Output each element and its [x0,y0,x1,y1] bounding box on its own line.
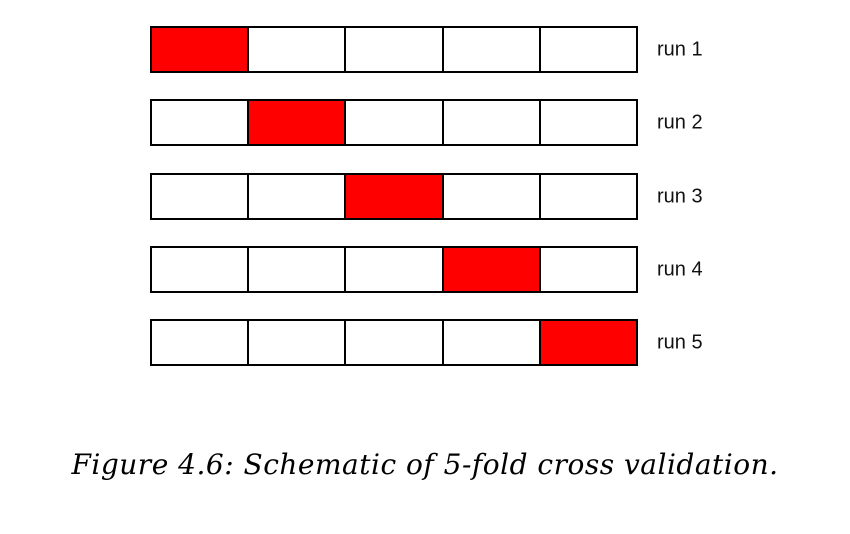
fold-cell [247,28,345,71]
fold-cell [441,321,539,364]
fold-cell [247,321,345,364]
fold-cell [152,321,248,364]
fold-cell [247,248,345,291]
run-label: run 3 [657,185,703,207]
fold-cell [152,248,248,291]
fold-cell [344,321,442,364]
run-row-2: run 2 [150,99,703,146]
fold-bar [150,99,638,146]
fold-cell [538,175,637,218]
fold-cell [441,101,539,144]
run-row-5: run 5 [150,319,703,366]
run-label: run 4 [657,258,703,280]
run-label: run 2 [657,111,703,133]
run-row-3: run 3 [150,173,703,220]
fold-bar [150,26,638,73]
run-row-4: run 4 [150,246,703,293]
fold-cell [344,101,442,144]
fold-cell [344,248,442,291]
run-row-1: run 1 [150,26,703,73]
fold-cell-test [152,28,248,71]
fold-bar [150,173,638,220]
fold-cell [441,28,539,71]
fold-bar [150,246,638,293]
fold-cell-test [441,248,539,291]
fold-cell [152,175,248,218]
run-label: run 1 [657,38,703,60]
fold-cell [344,28,442,71]
fold-cell-test [344,175,442,218]
fold-cell-test [538,321,637,364]
fold-cell-test [247,101,345,144]
fold-cell [538,248,637,291]
fold-cell [152,101,248,144]
fold-cell [538,101,637,144]
figure-caption: Figure 4.6: Schematic of 5-fold cross va… [71,448,779,481]
run-label: run 5 [657,331,703,353]
fold-bar [150,319,638,366]
fold-cell [441,175,539,218]
fold-cell [247,175,345,218]
fold-cell [538,28,637,71]
